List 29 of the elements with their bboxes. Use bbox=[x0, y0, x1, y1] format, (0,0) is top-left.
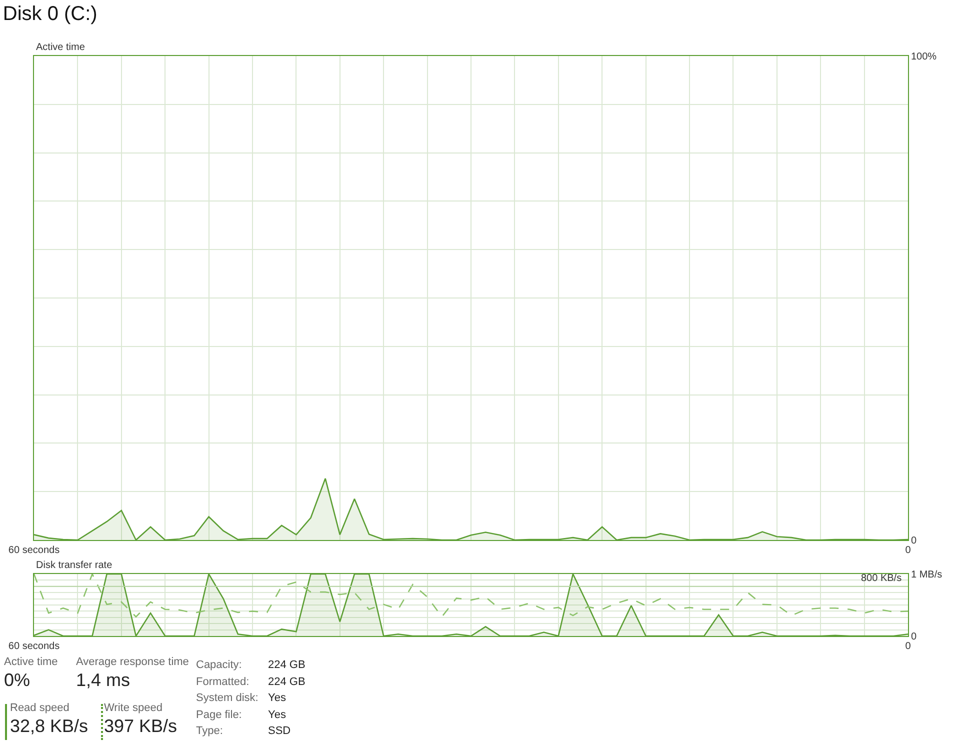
y-tick-label: 0 bbox=[911, 536, 917, 546]
text: 0% bbox=[4, 670, 32, 691]
text: Yes bbox=[268, 708, 286, 720]
text: 224 GB bbox=[268, 659, 306, 671]
text: Write speed bbox=[104, 702, 164, 714]
text: Average response time bbox=[76, 656, 189, 668]
line-series bbox=[34, 574, 908, 618]
text: 32,8 KB/s bbox=[10, 716, 88, 737]
text: Read speed bbox=[10, 702, 70, 714]
y-axis-title: Active time bbox=[36, 42, 86, 53]
text: Page file: bbox=[196, 708, 243, 720]
x-tick-label: 60 seconds bbox=[8, 545, 60, 556]
ref-line-label: 800 KB/s bbox=[861, 573, 902, 584]
x-tick-label: 60 seconds bbox=[8, 641, 60, 652]
text: Yes bbox=[268, 692, 286, 704]
y-tick-label: 0 bbox=[911, 632, 917, 642]
text: 397 KB/s bbox=[104, 716, 178, 737]
text: Formatted: bbox=[196, 676, 250, 688]
y-tick-label: 100% bbox=[911, 52, 937, 62]
text: 1,4 ms bbox=[76, 670, 132, 691]
text: SSD bbox=[268, 725, 291, 737]
text: 224 GB bbox=[268, 676, 306, 688]
y-axis-title: Disk transfer rate bbox=[36, 560, 113, 571]
text: System disk: bbox=[196, 692, 260, 704]
y-tick-label: 1 MB/s bbox=[911, 570, 942, 580]
text: Type: bbox=[196, 725, 224, 737]
text: Active time bbox=[4, 656, 58, 668]
text: Capacity: bbox=[196, 659, 243, 671]
chart-title: Disk 0 (C:) bbox=[2, 3, 98, 25]
